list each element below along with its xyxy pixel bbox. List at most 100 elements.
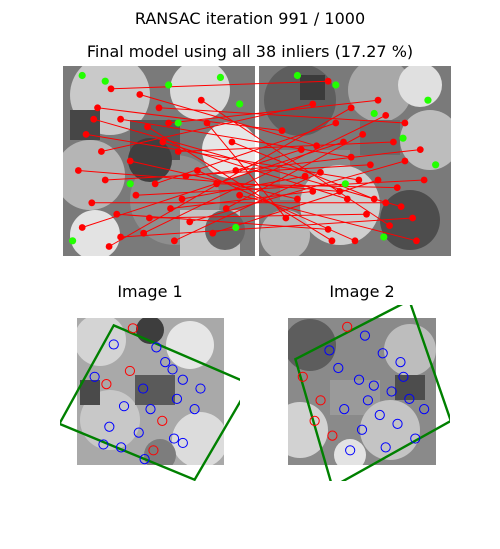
match-line-25	[174, 171, 321, 242]
inlier-point-left-36	[167, 205, 174, 212]
image-2-keypoint-13	[392, 418, 403, 429]
match-line-35	[93, 118, 402, 208]
image-2-keypoint-16	[410, 433, 421, 444]
inlier-point-right-1	[278, 127, 286, 134]
image-1-keypoint-21	[195, 383, 206, 394]
image-2-keypoint-21	[362, 395, 374, 406]
inlier-point-left-27	[197, 96, 205, 104]
match-line-6	[78, 170, 340, 192]
outlier-point-right-3	[424, 96, 432, 104]
image-2-keypoint-3	[377, 348, 388, 359]
inlier-point-right-23	[340, 138, 347, 146]
image-1-keypoint-19	[160, 357, 171, 368]
match-line-0	[110, 80, 329, 90]
inlier-point-left-2	[117, 115, 124, 123]
inlier-point-left-4	[136, 91, 144, 98]
image-2-keypoint-10	[315, 395, 326, 406]
inlier-point-right-12	[324, 226, 332, 233]
match-line-17	[143, 114, 386, 234]
match-line-5	[168, 99, 379, 124]
image-1-title: Image 1	[117, 282, 183, 301]
image-2-keypoint-18	[345, 445, 356, 456]
match-line-36	[170, 190, 313, 209]
image-2-keypoint-6	[353, 374, 365, 385]
match-line-34	[212, 179, 379, 234]
image-1-keypoint-17	[139, 454, 150, 465]
image-1-keypoint-12	[133, 427, 144, 438]
inlier-point-right-20	[401, 157, 409, 165]
image-1-keypoint-10	[157, 415, 168, 426]
image-1-keypoint-0	[127, 323, 138, 334]
inlier-point-right-8	[294, 195, 301, 203]
outlier-point-left-3	[216, 73, 225, 81]
image-2-keypoints	[297, 321, 430, 456]
inlier-point-right-32	[416, 146, 424, 154]
match-line-8	[130, 160, 298, 200]
match-line-33	[147, 126, 333, 242]
inlier-point-right-6	[336, 188, 344, 195]
outlier-point-left-1	[101, 77, 109, 85]
outlier-point-left-7	[126, 180, 134, 188]
inlier-point-left-37	[236, 191, 244, 199]
inlier-point-left-8	[126, 157, 134, 165]
inlier-point-left-34	[209, 229, 217, 237]
inlier-point-left-33	[144, 123, 151, 131]
image-1-axes	[60, 318, 240, 481]
image-2-keypoint-9	[404, 393, 415, 404]
image-1-keypoint-5	[101, 379, 112, 390]
inlier-point-left-10	[174, 148, 182, 155]
match-line-31	[108, 107, 352, 247]
inlier-point-left-5	[165, 119, 173, 127]
image-1-keypoint-23	[98, 439, 109, 450]
match-line-22	[231, 141, 375, 200]
match-line-26	[225, 133, 363, 209]
inlier-point-right-2	[347, 153, 355, 161]
image-2-keypoint-7	[368, 380, 379, 391]
match-plot-title: Final model using all 38 inliers (17.27 …	[86, 42, 414, 61]
outlier-point-right-0	[293, 71, 301, 80]
match-line-3	[85, 133, 359, 181]
match-line-30	[235, 149, 302, 171]
outlier-point-right-7	[380, 233, 388, 241]
image-1-keypoint-11	[104, 421, 115, 432]
inlier-point-left-11	[88, 199, 96, 207]
image-1-keypoint-8	[118, 401, 130, 412]
inlier-point-right-17	[382, 112, 390, 119]
image-2-keypoint-15	[327, 430, 338, 441]
inlier-point-left-19	[159, 138, 167, 146]
image-2-keypoint-22	[398, 371, 409, 382]
image-2-keypoint-0	[342, 321, 353, 332]
outlier-point-left-5	[69, 237, 77, 245]
outlier-point-left-6	[174, 119, 182, 127]
outlier-points	[69, 71, 440, 245]
inlier-point-left-16	[213, 180, 221, 188]
outlier-point-left-2	[165, 81, 173, 89]
inlier-point-right-29	[401, 119, 409, 127]
image-2-axes	[288, 305, 450, 481]
inlier-point-right-35	[397, 203, 405, 211]
match-line-13	[149, 213, 367, 219]
image-2-title: Image 2	[329, 282, 395, 301]
inlier-point-left-24	[117, 233, 124, 241]
image-1-keypoint-7	[171, 393, 183, 404]
image-1-keypoint-14	[116, 442, 127, 453]
inlier-point-left-6	[74, 167, 82, 174]
image-1-keypoint-15	[148, 445, 159, 456]
inlier-point-left-23	[78, 224, 86, 231]
image-1-model-box	[60, 323, 240, 481]
image-2-keypoint-23	[333, 362, 344, 374]
outlier-point-left-0	[78, 71, 86, 80]
image-1-keypoint-9	[189, 404, 200, 415]
inlier-point-left-17	[140, 229, 148, 237]
inlier-point-right-34	[374, 176, 382, 184]
inlier-point-right-7	[366, 161, 374, 169]
figure-suptitle: RANSAC iteration 991 / 1000	[134, 9, 366, 28]
image-2-model-box	[293, 305, 450, 481]
inlier-point-right-31	[347, 104, 355, 112]
image-1-keypoint-4	[177, 374, 188, 385]
inlier-point-right-15	[351, 237, 359, 245]
match-line-18	[101, 103, 313, 152]
match-plot-area	[63, 66, 451, 256]
inlier-point-right-28	[420, 176, 428, 184]
outlier-point-left-8	[232, 223, 240, 232]
